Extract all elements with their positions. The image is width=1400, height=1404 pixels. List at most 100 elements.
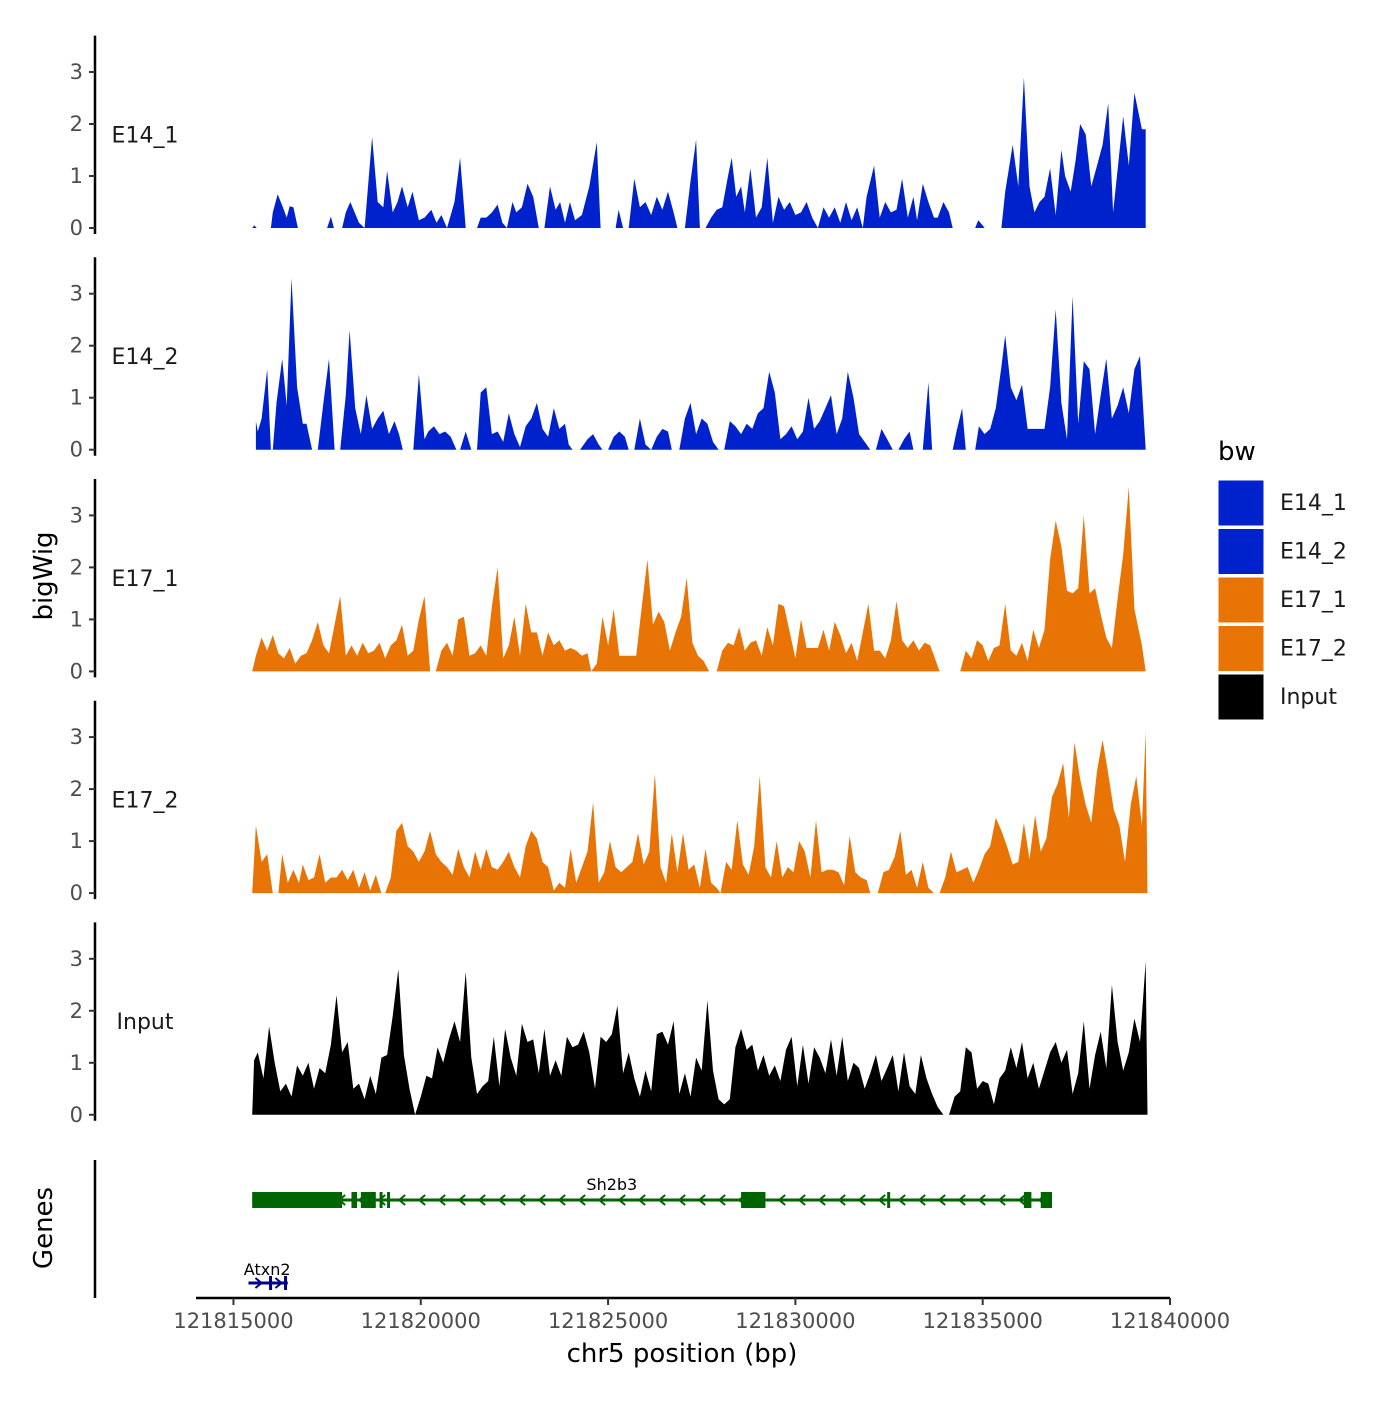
legend-key-E14_1 (1217, 479, 1265, 527)
x-tick-label: 121840000 (1110, 1309, 1230, 1333)
legend-label: Input (1280, 685, 1337, 710)
y-tick-label: 3 (70, 60, 83, 84)
strand-arrow (777, 1194, 786, 1206)
strand-arrow (1017, 1194, 1026, 1206)
y-axis-title: bigWig (29, 531, 59, 620)
strand-arrow (817, 1194, 826, 1206)
y-tick-label: 2 (70, 777, 83, 801)
genes-axis-title: Genes (29, 1187, 59, 1269)
track-label: E17_2 (112, 789, 179, 814)
strand-arrow (677, 1194, 686, 1206)
exon (284, 1276, 288, 1290)
strand-arrow (717, 1194, 726, 1206)
y-tick-label: 2 (70, 555, 83, 579)
strand-arrow (497, 1194, 506, 1206)
y-tick-label: 0 (70, 881, 83, 905)
y-tick-label: 1 (70, 829, 83, 853)
strand-arrow (877, 1194, 886, 1206)
strand-arrow (937, 1194, 946, 1206)
exon (887, 1192, 891, 1208)
strand-arrow (477, 1194, 486, 1206)
strand-arrow (457, 1194, 466, 1206)
strand-arrow (597, 1194, 606, 1206)
strand-arrow (617, 1194, 626, 1206)
exon (252, 1192, 343, 1208)
track-label: E14_2 (112, 345, 179, 370)
legend-key-E17_2 (1217, 625, 1265, 672)
signal-area-E14_1 (252, 77, 1146, 228)
y-tick-label: 3 (70, 282, 83, 306)
exon (1023, 1192, 1032, 1208)
x-axis-title: chr5 position (bp) (567, 1339, 798, 1369)
strand-arrow (897, 1194, 906, 1206)
signal-area-E17_2 (252, 731, 1148, 894)
exon (387, 1192, 391, 1208)
legend-key-E17_1 (1217, 576, 1265, 624)
strand-arrow (437, 1194, 446, 1206)
strand-arrow (957, 1194, 966, 1206)
strand-arrow (517, 1194, 526, 1206)
strand-arrow (377, 1194, 386, 1206)
track-E17_2: 0 1 2 3 E17_2 (70, 700, 1148, 905)
x-tick-label: 121820000 (361, 1309, 481, 1333)
y-tick-label: 3 (70, 725, 83, 749)
y-tick-label: 0 (70, 216, 83, 240)
strand-arrow (997, 1194, 1006, 1206)
y-tick-label: 2 (70, 334, 83, 358)
legend-label: E17_2 (1280, 637, 1347, 662)
track-label: E17_1 (112, 567, 179, 592)
y-tick-label: 3 (70, 947, 83, 971)
strand-arrow (537, 1194, 546, 1206)
strand-arrow (697, 1194, 706, 1206)
legend-label: E14_2 (1280, 540, 1347, 565)
gene-label: Sh2b3 (586, 1175, 637, 1194)
track-label: Input (117, 1010, 174, 1035)
y-tick-label: 2 (70, 999, 83, 1023)
strand-arrow (797, 1194, 806, 1206)
strand-arrow (577, 1194, 586, 1206)
legend-key-E14_2 (1217, 528, 1265, 575)
track-Input: 0 1 2 3 Input (70, 922, 1148, 1127)
signal-area-Input (252, 961, 1148, 1115)
legend-key-Input (1217, 673, 1265, 721)
exon (360, 1192, 376, 1208)
y-tick-label: 1 (70, 1051, 83, 1075)
gene-Sh2b3: Sh2b3 (252, 1175, 1052, 1208)
legend: bw E14_1 E14_2 E17_1 E17_2 Input (1217, 437, 1347, 721)
x-tick-label: 121815000 (173, 1309, 293, 1333)
y-tick-label: 1 (70, 386, 83, 410)
strand-arrow (557, 1194, 566, 1206)
track-E17_1: 0 1 2 3 E17_1 (70, 479, 1146, 683)
x-tick-label: 121825000 (548, 1309, 668, 1333)
track-E14_1: 0 1 2 3 E14_1 (70, 35, 1146, 240)
strand-arrow (857, 1194, 866, 1206)
strand-arrow (917, 1194, 926, 1206)
exon (351, 1192, 358, 1208)
strand-arrow (657, 1194, 666, 1206)
strand-arrow (977, 1194, 986, 1206)
signal-area-E17_1 (252, 486, 1146, 672)
legend-label: E14_1 (1280, 491, 1347, 516)
y-tick-label: 0 (70, 659, 83, 683)
y-tick-label: 3 (70, 503, 83, 527)
track-E14_2: 0 1 2 3 E14_2 (70, 257, 1146, 462)
track-label: E14_1 (112, 123, 179, 148)
strand-arrow (254, 1277, 264, 1289)
tracks-layer: 0 1 2 3 E14_1 0 1 2 3 E14_2 0 1 2 3 E17_1 0 1 2 3 E17_2 0 1 2 3… (70, 35, 1148, 1127)
x-tick-label: 121835000 (923, 1309, 1043, 1333)
strand-arrow (837, 1194, 846, 1206)
strand-arrow (397, 1194, 406, 1206)
exon (1040, 1192, 1052, 1208)
gene-Atxn2: Atxn2 (244, 1260, 291, 1290)
gene-label: Atxn2 (244, 1260, 291, 1279)
x-axis: 121815000 121820000 121825000 121830000 1218… (173, 1296, 1230, 1333)
strand-arrow (637, 1194, 646, 1206)
signal-area-E14_2 (255, 278, 1146, 450)
x-tick-label: 121830000 (735, 1309, 855, 1333)
legend-label: E17_1 (1280, 588, 1347, 613)
exon (269, 1276, 273, 1290)
y-tick-label: 2 (70, 112, 83, 136)
exon (379, 1192, 383, 1208)
